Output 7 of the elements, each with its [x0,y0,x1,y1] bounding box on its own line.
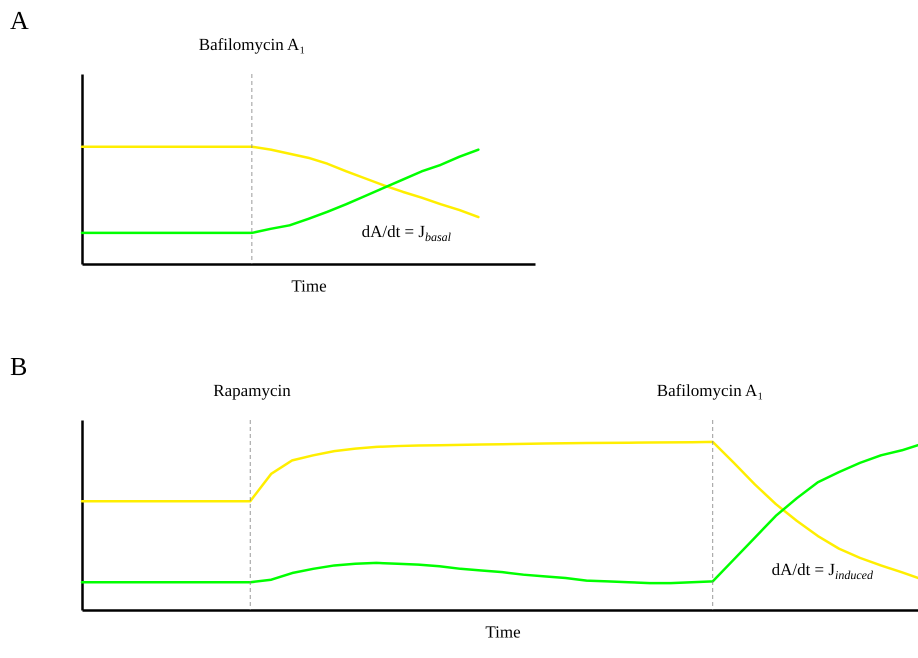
text: Rapamycin [213,381,292,400]
chart-title: A [10,6,29,35]
text: Bafilomycin A₁ [198,35,306,54]
x-axis-title: Time [291,276,327,296]
x-axis-title: Time [485,622,521,642]
text: Bafilomycin A₁ [656,381,764,400]
chart-title: B [10,352,28,381]
